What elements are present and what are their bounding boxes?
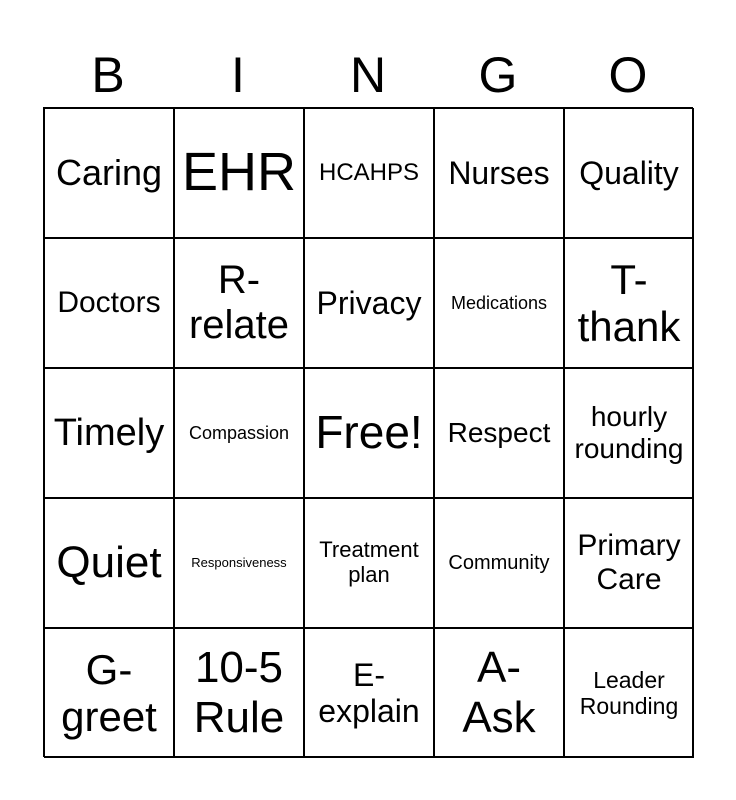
bingo-grid: Caring EHR HCAHPS Nurses Quality Doctors R- re… (43, 107, 694, 758)
bingo-cell[interactable]: A- Ask (434, 628, 564, 758)
bingo-cell[interactable]: 10-5 Rule (174, 628, 304, 758)
bingo-cell[interactable]: Caring (44, 108, 174, 238)
bingo-cell[interactable]: Nurses (434, 108, 564, 238)
bingo-cell[interactable]: Timely (44, 368, 174, 498)
header-letter-n: N (349, 47, 387, 103)
bingo-cell[interactable]: Quiet (44, 498, 174, 628)
bingo-cell[interactable]: Free! (304, 368, 434, 498)
header-letter-o: O (608, 47, 648, 103)
bingo-cell[interactable]: Medications (434, 238, 564, 368)
bingo-cell[interactable]: T- thank (564, 238, 694, 368)
bingo-cell[interactable]: Respect (434, 368, 564, 498)
bingo-cell[interactable]: Treatment plan (304, 498, 434, 628)
header-letter-i: I (231, 47, 245, 103)
bingo-cell[interactable]: hourly rounding (564, 368, 694, 498)
bingo-cell[interactable]: Privacy (304, 238, 434, 368)
bingo-cell[interactable]: EHR (174, 108, 304, 238)
bingo-cell[interactable]: R- relate (174, 238, 304, 368)
bingo-cell[interactable]: Doctors (44, 238, 174, 368)
bingo-cell[interactable]: Responsiveness (174, 498, 304, 628)
header-letter-b: B (91, 47, 125, 103)
bingo-cell[interactable]: Community (434, 498, 564, 628)
bingo-cell[interactable]: Quality (564, 108, 694, 238)
bingo-cell[interactable]: E- explain (304, 628, 434, 758)
header-letter-g: G (478, 47, 518, 103)
bingo-cell[interactable]: Primary Care (564, 498, 694, 628)
bingo-cell[interactable]: Leader Rounding (564, 628, 694, 758)
bingo-cell[interactable]: HCAHPS (304, 108, 434, 238)
bingo-header: B I N G O (43, 44, 693, 106)
bingo-cell[interactable]: G- greet (44, 628, 174, 758)
bingo-cell[interactable]: Compassion (174, 368, 304, 498)
